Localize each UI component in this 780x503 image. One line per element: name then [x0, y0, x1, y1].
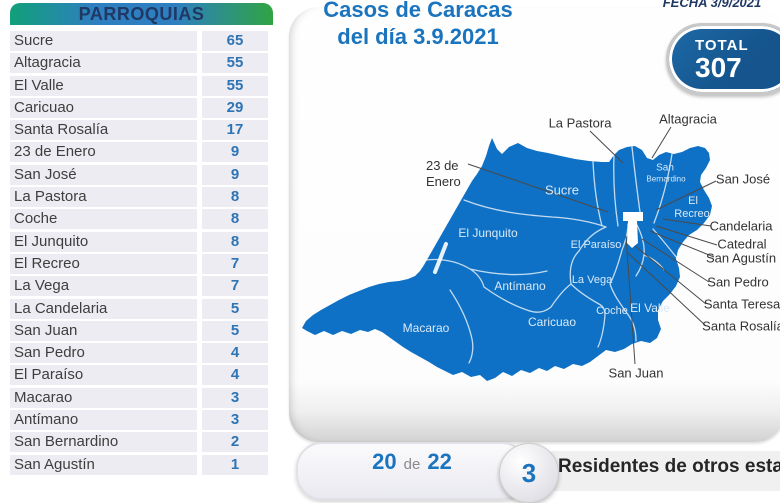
parish-name: El Paraíso [10, 365, 197, 386]
map-svg [302, 126, 718, 381]
parish-case-count: 3 [202, 387, 268, 408]
parish-name: La Candelaria [10, 298, 197, 319]
table-row: La Pastora 8 [10, 187, 272, 208]
road-gap [433, 242, 448, 274]
parish-counter-pill: 20 de 22 [296, 442, 528, 500]
table-row: El Paraíso 4 [10, 365, 272, 386]
parish-counter-value: 20 [372, 449, 397, 474]
parish-case-count: 7 [202, 276, 268, 297]
parish-case-count: 65 [202, 31, 268, 51]
date-label: FECHA 3/9/2021 [662, 0, 762, 10]
table-row: La Vega 7 [10, 276, 272, 297]
parish-name: El Junquito [10, 231, 197, 252]
parish-table: Sucre 65 Altagracia 55 El Valle 55 Caric… [10, 31, 272, 475]
parish-case-count: 8 [202, 209, 268, 230]
parish-name: San Agustín [10, 454, 197, 475]
table-row: La Candelaria 5 [10, 298, 272, 319]
table-row: Santa Rosalía 17 [10, 120, 272, 141]
page-title-line2: del día 3.9.2021 [337, 24, 499, 49]
parish-name: 23 de Enero [10, 142, 197, 163]
callout-lines [467, 126, 718, 365]
parish-case-count: 1 [202, 454, 268, 475]
total-badge-label: TOTAL [695, 36, 749, 54]
table-row: Sucre 65 [10, 31, 272, 51]
table-row: El Valle 55 [10, 75, 272, 96]
table-row: El Recreo 7 [10, 253, 272, 274]
table-row: Macarao 3 [10, 387, 272, 408]
parish-counter-total: 22 [427, 449, 452, 474]
table-row: San José 9 [10, 164, 272, 185]
table-row: Altagracia 55 [10, 53, 272, 74]
table-row: El Junquito 8 [10, 231, 272, 252]
other-states-box: Residentes de otros estados [546, 451, 780, 491]
table-row: San Agustín 1 [10, 454, 272, 475]
parish-case-count: 4 [202, 365, 268, 386]
parish-case-count: 8 [202, 231, 268, 252]
total-badge: TOTAL 307 [666, 23, 780, 95]
parish-name: Altagracia [10, 53, 197, 74]
parish-case-count: 9 [202, 164, 268, 185]
parish-name: Coche [10, 209, 197, 230]
parish-case-count: 8 [202, 187, 268, 208]
parish-name: Antímano [10, 410, 197, 431]
parish-name: San Pedro [10, 343, 197, 364]
table-row: Coche 8 [10, 209, 272, 230]
parish-name: El Valle [10, 75, 197, 96]
parish-case-count: 9 [202, 142, 268, 163]
other-states-count-circle: 3 [499, 443, 559, 503]
parish-case-count: 55 [202, 53, 268, 74]
table-row: San Juan 5 [10, 320, 272, 341]
parish-name: San Bernardino [10, 432, 197, 453]
caracas-map: Sucre San Bernardino El Recreo El Junquito El … [300, 100, 780, 445]
parish-name: La Vega [10, 276, 197, 297]
table-row: San Bernardino 2 [10, 432, 272, 453]
parish-name: San Juan [10, 320, 197, 341]
table-row: Caricuao 29 [10, 97, 272, 118]
parish-name: Santa Rosalía [10, 120, 197, 141]
table-row: Antímano 3 [10, 410, 272, 431]
table-row: San Pedro 4 [10, 343, 272, 364]
parish-case-count: 5 [202, 320, 268, 341]
parish-name: Caricuao [10, 97, 197, 118]
page-title-line1: Casos de Caracas [323, 0, 513, 22]
parish-name: La Pastora [10, 187, 197, 208]
total-badge-value: 307 [695, 51, 742, 83]
parish-case-count: 29 [202, 97, 268, 118]
parish-case-count: 4 [202, 343, 268, 364]
map-outline [302, 138, 712, 381]
parish-counter-of: de [403, 456, 421, 473]
parish-name: Macarao [10, 387, 197, 408]
parish-table-header: PARROQUIAS [10, 3, 273, 25]
parish-case-count: 2 [202, 432, 268, 453]
parish-name: El Recreo [10, 253, 197, 274]
parish-case-count: 17 [202, 120, 268, 141]
parish-case-count: 7 [202, 253, 268, 274]
page-title: Casos de Caracas del día 3.9.2021 [298, 0, 538, 50]
parish-name: San José [10, 164, 197, 185]
parish-borders [425, 146, 678, 364]
table-row: 23 de Enero 9 [10, 142, 272, 163]
parish-case-count: 3 [202, 410, 268, 431]
parish-case-count: 5 [202, 298, 268, 319]
parish-name: Sucre [10, 31, 197, 51]
center-marker [623, 212, 643, 248]
parish-case-count: 55 [202, 75, 268, 96]
